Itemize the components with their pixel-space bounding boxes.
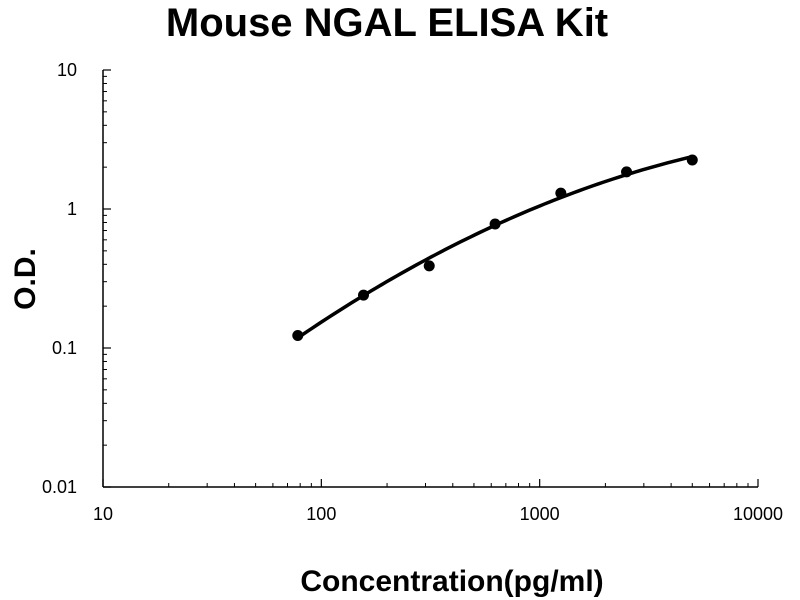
y-tick-label: 0.01: [42, 477, 77, 497]
y-axis-title: O.D.: [9, 248, 42, 310]
y-tick-label: 1: [67, 199, 77, 219]
x-tick-label: 10000: [733, 504, 783, 524]
x-tick-label: 1000: [520, 504, 560, 524]
data-points: [292, 154, 698, 342]
data-point: [423, 260, 435, 272]
chart-title: Mouse NGAL ELISA Kit: [166, 1, 608, 45]
y-tick-label: 0.1: [52, 338, 77, 358]
trendline: [296, 154, 695, 340]
data-point: [686, 154, 698, 166]
y-tick-label: 10: [57, 60, 77, 80]
data-point: [357, 289, 369, 301]
data-point: [621, 166, 633, 178]
data-point: [292, 330, 304, 342]
x-axis-title: Concentration(pg/ml): [300, 565, 603, 598]
x-tick-label: 10: [93, 504, 113, 524]
data-point: [555, 187, 567, 199]
data-point: [489, 218, 501, 230]
x-ticks: 10 100 1000 10000: [93, 479, 783, 524]
x-tick-label: 100: [306, 504, 336, 524]
y-ticks: 0.01 0.1 1 10: [42, 60, 111, 497]
plot-area: 10 100 1000 10000 0.01 0.1 1 10: [42, 60, 783, 524]
